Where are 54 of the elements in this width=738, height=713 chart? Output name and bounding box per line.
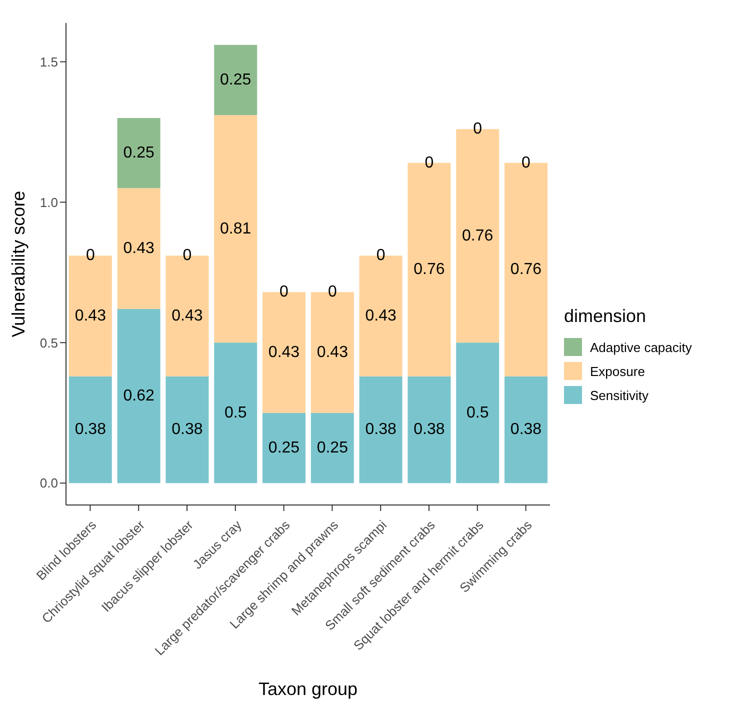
data-label: 0.5: [466, 404, 489, 422]
data-label: 0.38: [74, 421, 106, 438]
data-label: 0.38: [414, 421, 445, 438]
y-tick-label: 0.5: [40, 335, 58, 350]
data-label: 0.81: [220, 220, 252, 238]
bar: [117, 188, 160, 309]
data-label: 0.25: [316, 439, 348, 456]
data-label: 0.38: [172, 421, 203, 438]
bar: [214, 44, 258, 116]
y-tick-label: 1.5: [40, 54, 58, 70]
bar: [117, 308, 160, 484]
data-label: 0.43: [123, 240, 154, 258]
bar: [166, 376, 209, 484]
data-label: 0.25: [220, 72, 252, 89]
data-label: 0.76: [510, 261, 542, 278]
legend-label: Sensitivity: [590, 388, 649, 402]
data-label: 0: [473, 120, 482, 138]
x-axis-title: Taxon group: [258, 679, 358, 699]
bar: [262, 412, 306, 484]
data-label: 0.43: [74, 307, 106, 324]
bar: [310, 412, 354, 484]
legend-label: Exposure: [590, 364, 645, 378]
y-tick-label: 1.0: [40, 194, 58, 210]
data-label: 0.5: [224, 404, 247, 422]
data-label: 0.76: [414, 261, 445, 278]
y-tick-label: 0.0: [40, 476, 58, 491]
bar: [214, 115, 258, 343]
bar: [68, 376, 112, 484]
bar: [359, 376, 402, 484]
data-label: 0.25: [268, 439, 300, 456]
bar: [214, 342, 258, 484]
legend-title: dimension: [564, 306, 648, 327]
data-label: 0.43: [268, 344, 300, 361]
data-label: 0: [280, 284, 289, 301]
bar: [408, 376, 451, 484]
data-label: 0.38: [510, 421, 542, 438]
data-label: 0: [424, 154, 434, 172]
data-label: 0.76: [462, 227, 494, 244]
legend-label: Adaptive capacity: [590, 340, 692, 354]
bar: [456, 342, 500, 484]
data-label: 0.38: [365, 421, 396, 438]
data-label: 0: [182, 247, 192, 264]
data-label: 0.62: [123, 388, 154, 405]
y-axis-title: Vulnerability score: [8, 190, 28, 338]
data-label: 0.43: [365, 307, 396, 324]
bar: [117, 118, 160, 188]
data-label: 0.25: [123, 144, 154, 162]
data-label: 0: [522, 154, 531, 172]
data-label: 0: [376, 247, 386, 264]
data-label: 0: [328, 284, 337, 301]
data-label: 0: [86, 247, 95, 264]
data-label: 0.43: [316, 344, 348, 361]
bar: [504, 376, 548, 484]
data-label: 0.43: [172, 307, 203, 324]
